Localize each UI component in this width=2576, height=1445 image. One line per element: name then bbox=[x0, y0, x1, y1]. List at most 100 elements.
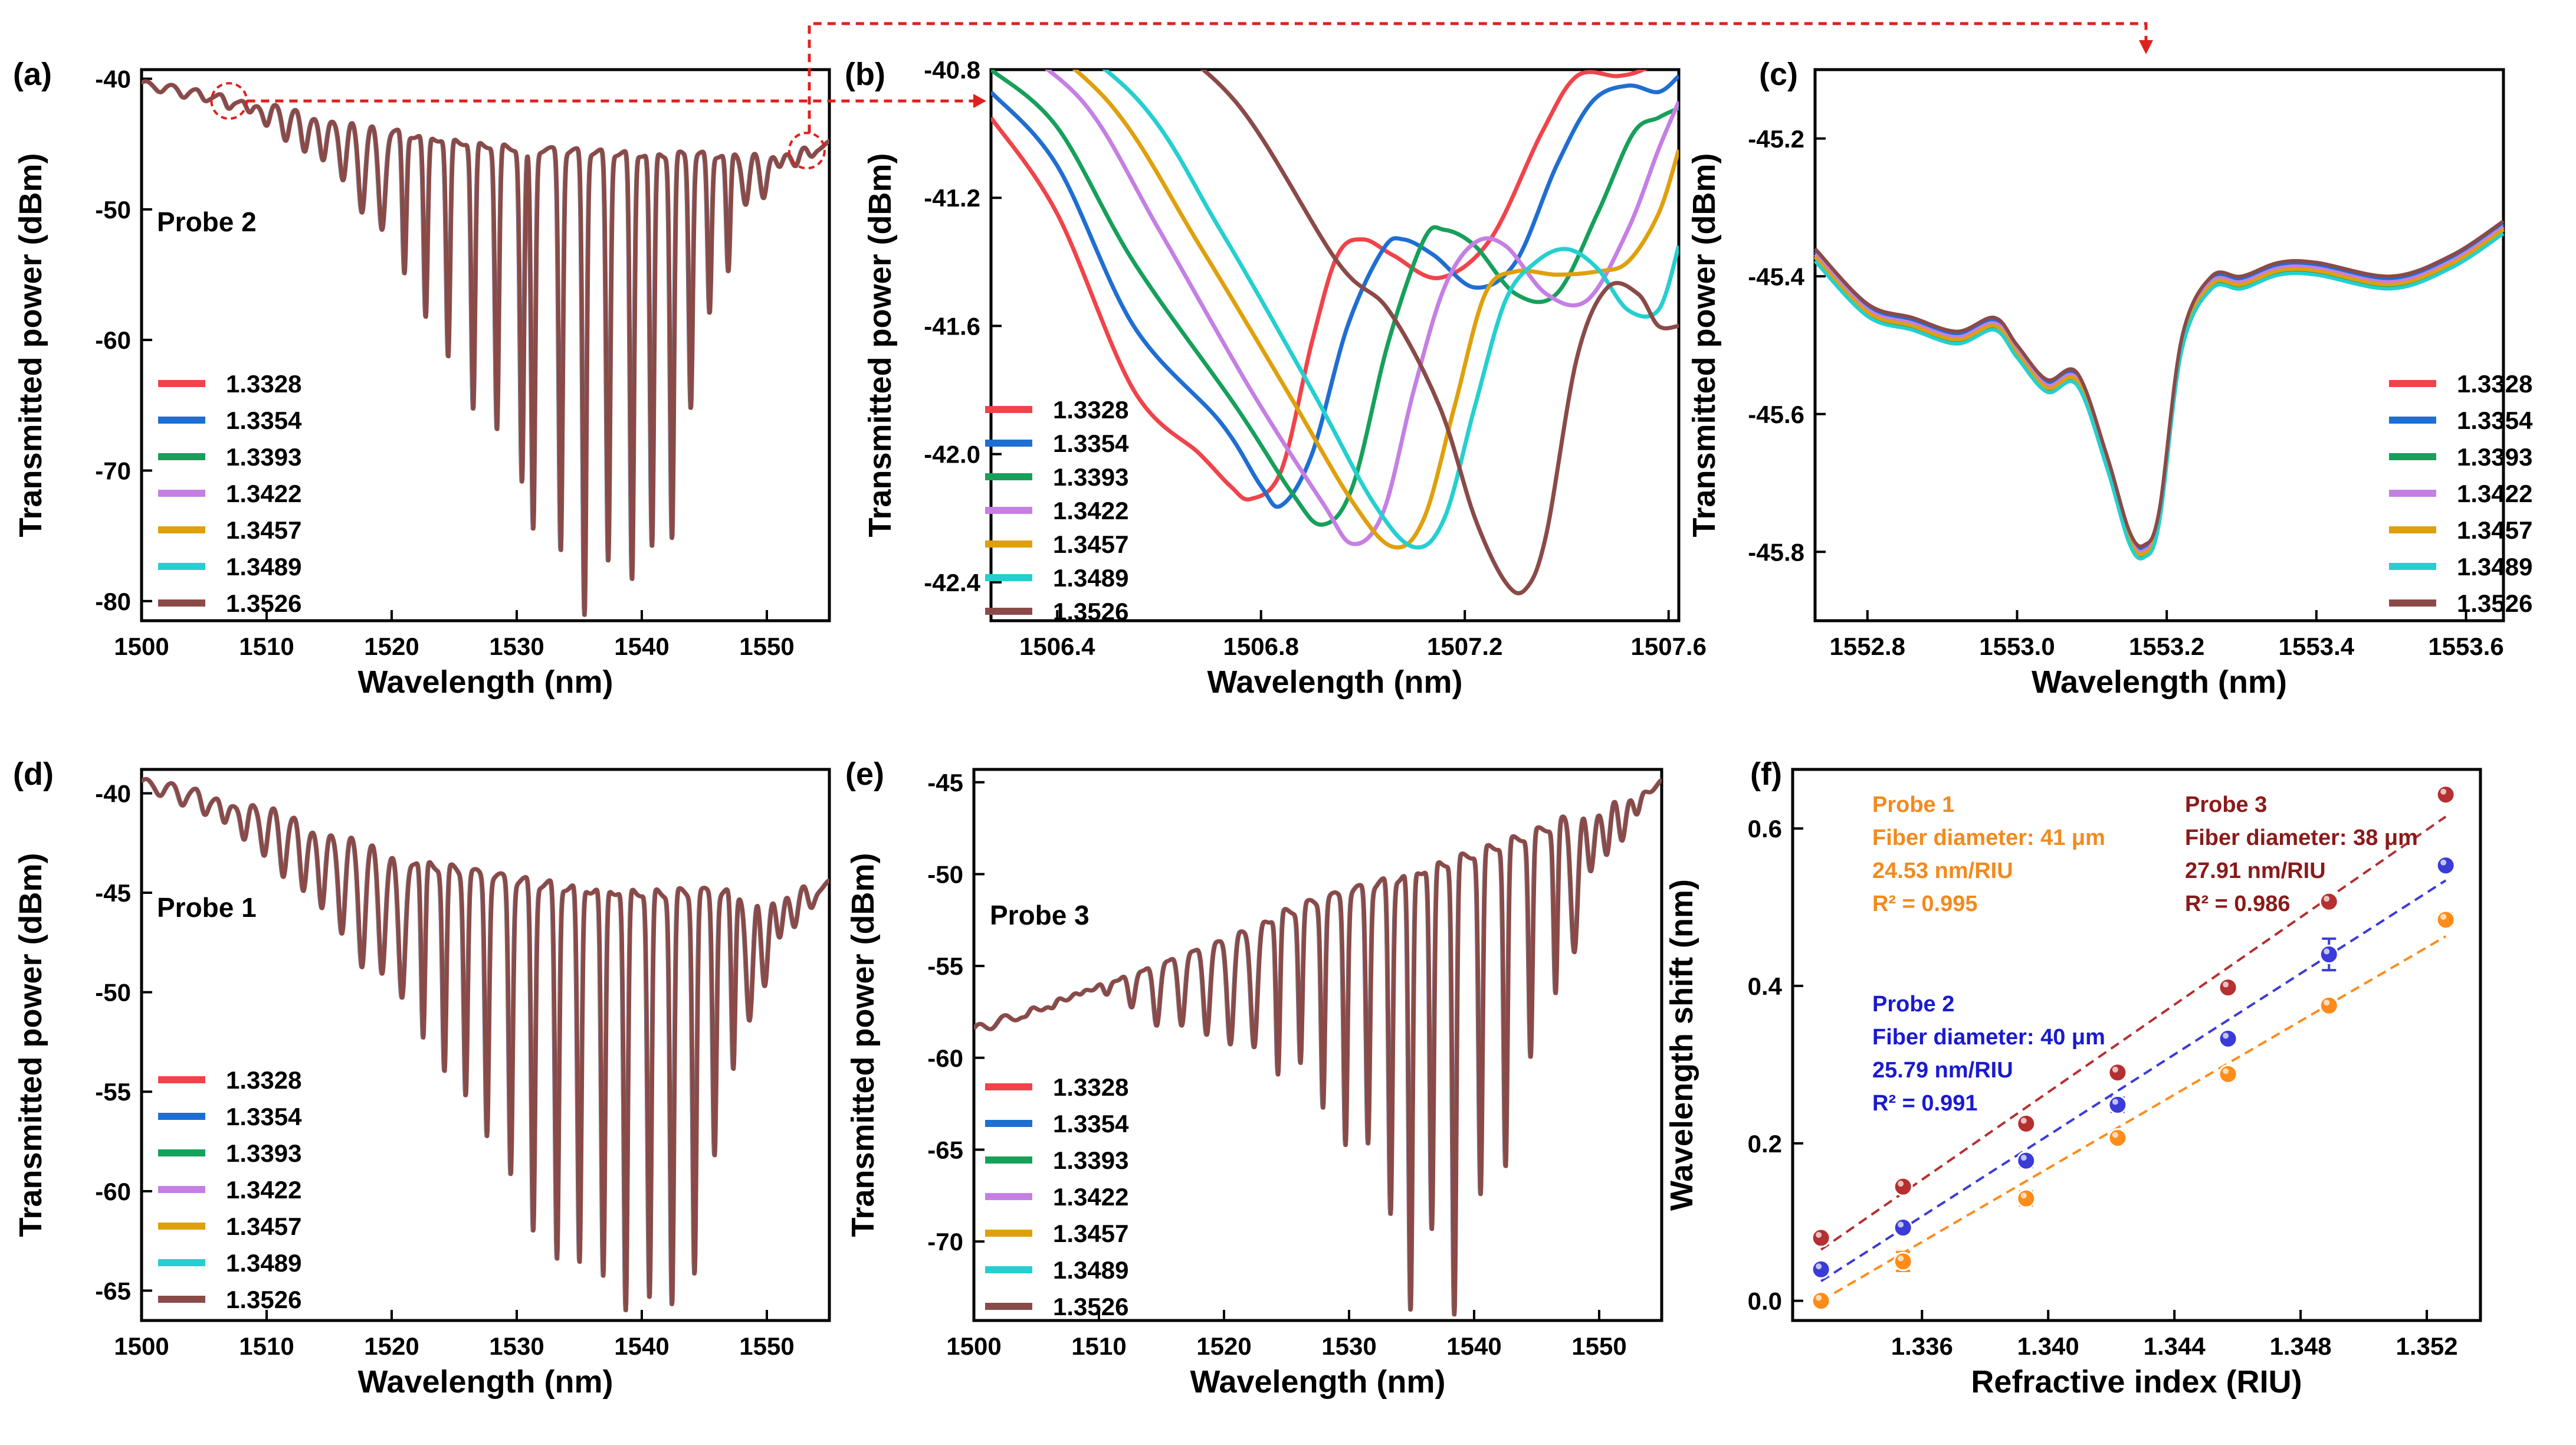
data-point-highlight bbox=[1816, 1263, 1822, 1270]
plot-area bbox=[142, 79, 829, 617]
data-point bbox=[2218, 1064, 2238, 1084]
legend-label: 1.3489 bbox=[2457, 553, 2532, 581]
fit-line bbox=[1820, 879, 2447, 1282]
panel-label: (c) bbox=[1759, 57, 1798, 92]
x-tick-label: 1530 bbox=[489, 1332, 544, 1360]
annotation-line: Probe 3 bbox=[2185, 792, 2267, 817]
annotation-line: Fiber diameter: 40 μm bbox=[1872, 1025, 2105, 1050]
data-point-highlight bbox=[2440, 859, 2447, 866]
fit-line bbox=[1820, 935, 2447, 1302]
data-point bbox=[2319, 995, 2339, 1015]
annotation-line: Fiber diameter: 38 μm bbox=[2185, 825, 2418, 850]
data-point bbox=[1811, 1259, 1831, 1279]
legend-label: 1.3393 bbox=[226, 1139, 301, 1167]
legend-c: 1.3328 1.3354 1.3393 1.3422 1.3457 1.3489 1.35… bbox=[2389, 370, 2533, 617]
legend-label: 1.3526 bbox=[226, 589, 301, 617]
data-point-highlight bbox=[1898, 1255, 1904, 1261]
data-point-highlight bbox=[2112, 1099, 2118, 1105]
data-point bbox=[1893, 1177, 1913, 1197]
x-tick-label: 1553.2 bbox=[2129, 633, 2204, 660]
data-point bbox=[2319, 945, 2339, 965]
plot-area bbox=[142, 776, 829, 1313]
annotation-line: Probe 1 bbox=[1872, 792, 1954, 817]
data-point-highlight bbox=[2112, 1132, 2118, 1138]
legend-label: 1.3354 bbox=[2457, 407, 2533, 434]
data-point bbox=[2436, 856, 2456, 876]
y-tick-label: 0.6 bbox=[1748, 815, 1782, 843]
panel-label: (f) bbox=[1750, 756, 1782, 792]
x-tick-label: 1510 bbox=[239, 633, 294, 660]
y-axis-label: Transmitted power (dBm) bbox=[13, 853, 48, 1237]
x-tick-label: 1553.6 bbox=[2428, 633, 2503, 660]
data-point bbox=[1811, 1291, 1831, 1311]
legend-label: 1.3526 bbox=[2457, 589, 2532, 617]
data-point-highlight bbox=[1816, 1295, 1822, 1301]
series-line-1.3526 bbox=[1199, 70, 1679, 595]
annotation-line: 24.53 nm/RIU bbox=[1872, 859, 2013, 883]
data-point bbox=[2108, 1128, 2128, 1148]
y-tick-label: -70 bbox=[95, 457, 131, 484]
y-tick-label: -60 bbox=[927, 1044, 963, 1072]
y-tick-label: -60 bbox=[95, 326, 131, 354]
x-tick-label: 1507.6 bbox=[1630, 633, 1706, 660]
data-point-highlight bbox=[2112, 1066, 2118, 1073]
x-axis-label: Wavelength (nm) bbox=[357, 664, 613, 700]
y-tick-label: -41.6 bbox=[924, 312, 980, 340]
series-probe-1 bbox=[1811, 910, 2456, 1311]
legend-label: 1.3354 bbox=[226, 1103, 302, 1131]
series-line-1.3526 bbox=[142, 79, 829, 617]
x-tick-label: 1.344 bbox=[2144, 1332, 2206, 1360]
series-line-1.3354 bbox=[1813, 222, 2505, 551]
x-tick-label: 1.340 bbox=[2017, 1332, 2079, 1360]
x-tick-label: 1506.8 bbox=[1223, 633, 1299, 660]
legend-label: 1.3422 bbox=[1053, 1183, 1128, 1211]
x-tick-label: 1.348 bbox=[2270, 1332, 2332, 1360]
panel-e: 1500 1510 1520 1530 1540 1550 -45 -50 -55 -60 -65 -… bbox=[845, 756, 1663, 1400]
legend-label: 1.3393 bbox=[1053, 463, 1128, 491]
data-point bbox=[1811, 1228, 1831, 1248]
legend-label: 1.3328 bbox=[226, 1066, 301, 1094]
series-probe-2 bbox=[1811, 856, 2456, 1282]
plot-area bbox=[991, 70, 1679, 595]
data-point bbox=[2436, 910, 2456, 930]
x-tick-label: 1.336 bbox=[1891, 1332, 1953, 1360]
x-tick-label: 1553.0 bbox=[1979, 633, 2055, 660]
panel-label: (b) bbox=[845, 57, 885, 92]
annotation-line: 25.79 nm/RIU bbox=[1872, 1058, 2013, 1083]
annotation-line: R² = 0.995 bbox=[1872, 892, 1978, 916]
plot-area bbox=[974, 778, 1662, 1317]
y-tick-label: 0.4 bbox=[1748, 972, 1783, 1000]
annotation-line: Probe 2 bbox=[1872, 992, 1954, 1017]
series-line-1.3393 bbox=[991, 70, 1679, 527]
legend-label: 1.3489 bbox=[226, 1249, 301, 1277]
probe-annotation: Probe 1 bbox=[157, 892, 257, 923]
data-point-highlight bbox=[2020, 1192, 2027, 1199]
arrow-to-c bbox=[808, 22, 2148, 133]
annotation-line: R² = 0.986 bbox=[2185, 892, 2290, 916]
y-tick-label: -45.8 bbox=[1748, 538, 1804, 566]
axes-frame bbox=[1791, 768, 2482, 1322]
data-point bbox=[2108, 1063, 2128, 1083]
data-point bbox=[2218, 978, 2238, 998]
data-point bbox=[2319, 892, 2339, 912]
x-tick-label: 1530 bbox=[489, 633, 544, 660]
plot-area bbox=[1813, 219, 2505, 561]
panel-c: 1552.8 1553.0 1553.2 1553.4 1553.6 -45.2 -45.4… bbox=[1686, 57, 2533, 700]
annotation-line: 27.91 nm/RIU bbox=[2185, 859, 2326, 883]
y-tick-label: -45.4 bbox=[1748, 263, 1804, 290]
x-tick-label: 1540 bbox=[1446, 1332, 1501, 1360]
data-point-highlight bbox=[1898, 1221, 1904, 1228]
y-tick-label: -41.2 bbox=[924, 184, 980, 212]
annotation-probe-2: Probe 2 Fiber diameter: 40 μm 25.79 nm/RIU… bbox=[1872, 992, 2105, 1116]
series-line-1.3526 bbox=[142, 776, 829, 1313]
data-point bbox=[2016, 1151, 2036, 1171]
y-tick-label: -45 bbox=[95, 879, 131, 907]
y-tick-label: -55 bbox=[927, 952, 963, 980]
x-tick-label: 1510 bbox=[239, 1332, 294, 1360]
y-tick-label: -50 bbox=[95, 196, 131, 224]
y-tick-label: -45 bbox=[927, 769, 963, 797]
legend-label: 1.3328 bbox=[226, 370, 301, 398]
legend-label: 1.3354 bbox=[1053, 1110, 1129, 1138]
series-line-1.3526 bbox=[974, 778, 1662, 1317]
y-tick-label: -60 bbox=[95, 1178, 131, 1205]
